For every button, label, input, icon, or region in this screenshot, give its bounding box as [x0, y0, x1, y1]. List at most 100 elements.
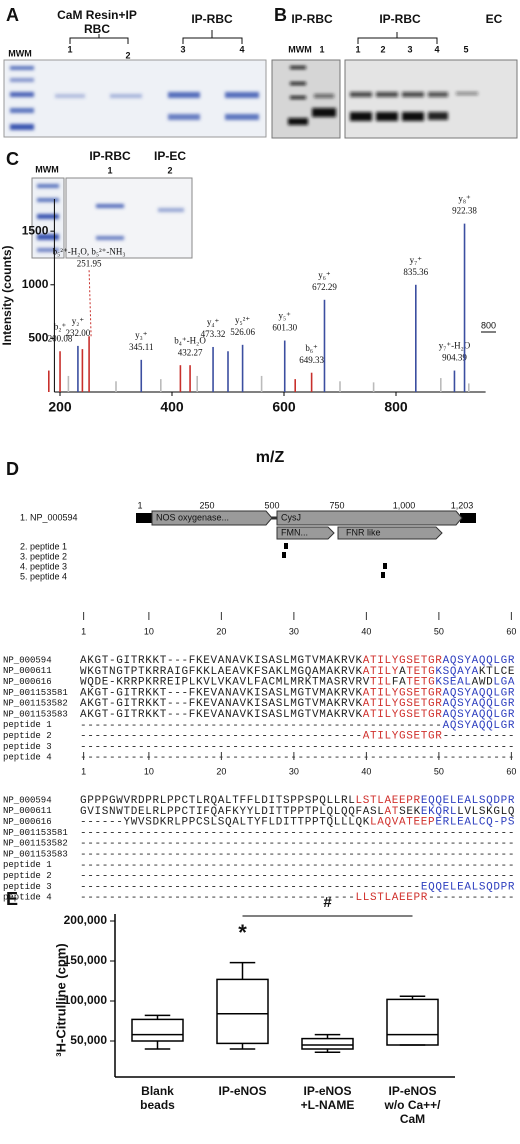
sequence-segment: --------------------------------------- [80, 731, 363, 743]
sequence-segment: ----------------------------------------… [80, 752, 515, 764]
x-tick-label: IP-eNOS [388, 1084, 436, 1098]
lane-label: 1 [355, 44, 360, 54]
peak-ion: y₆⁺ [318, 270, 331, 280]
sequence-segment: ATILYGSETGR [363, 655, 443, 667]
x-tick-label: 800 [384, 399, 408, 415]
sequence: ----------------------------------------… [80, 871, 515, 883]
peak-mz: 232.00 [66, 328, 91, 338]
panel-label: E [6, 889, 18, 909]
sequence-segment: ------------ [428, 892, 515, 904]
scale-label: 500 [264, 500, 279, 510]
ruler-label: 20 [216, 766, 226, 776]
box [216, 978, 269, 1045]
scale-label: 750 [329, 500, 344, 510]
lane-label: 1 [319, 44, 324, 54]
sequence: ----------------------------------------… [80, 838, 515, 850]
panel-label: C [6, 149, 19, 169]
sequence-name: NP_001153581 [3, 828, 68, 838]
sequence-segment: AKGT-GITRKKT---FKEVANAVKISASLMGTVMAKRVK [80, 698, 363, 710]
domain-label: NOS oxygenase... [156, 512, 229, 522]
peak-mz: 672.29 [312, 282, 337, 292]
sequence-name: NP_001153581 [3, 688, 68, 698]
sequence: ---------------------------------------A… [80, 731, 515, 743]
sequence-segment: EQQELEALSQDPR [421, 795, 515, 807]
sequence-segment: ----------------------------------------… [80, 741, 515, 753]
sequence-segment: GPPPGWVRDPRLPPCTLRQALTFFLDITSPPSPQLLRL [80, 795, 356, 807]
lane-header: EC [486, 12, 503, 26]
ruler-label: 1 [81, 766, 86, 776]
sequence-segment: AKGT-GITRKKT---FKEVANAVKISASLMGTVMAKRVK [80, 687, 363, 699]
sequence-name: NP_000616 [3, 677, 52, 687]
ruler-label: 30 [289, 766, 299, 776]
sequence-name: peptide 2 [3, 871, 52, 881]
sequence-name: NP_000611 [3, 666, 52, 676]
sequence: AKGT-GITRKKT---FKEVANAVKISASLMGTVMAKRVKA… [80, 698, 515, 710]
peak-ion: b₄⁺-H₂O [174, 335, 206, 345]
peak-ion: b₅²⁺-H₂O, b₅²⁺-NH₃ [53, 246, 126, 256]
ruler-label: 50 [434, 766, 444, 776]
x-tick-label: +L-NAME [301, 1098, 355, 1112]
sequence-segment: SEK [399, 806, 421, 818]
y-tick-label: 1500 [22, 223, 49, 237]
y-tick-label: 200,000 [64, 913, 108, 927]
y-tick-label: 100,000 [64, 993, 108, 1007]
sequence-segment: ----------------------------------------… [80, 871, 515, 883]
peak-mz: 432.27 [178, 347, 203, 357]
peak-mz: 922.38 [452, 206, 477, 216]
peak-ion: b₆⁺ [305, 343, 318, 353]
peak-mz: 345.11 [129, 342, 153, 352]
gel [271, 59, 518, 139]
lane-header: IP-RBC [291, 12, 333, 26]
peak-ion: y₇⁺-H₂O [439, 341, 471, 351]
y-tick-label: 500 [28, 331, 48, 345]
sequence-name: peptide 3 [3, 882, 52, 892]
sequence-name: peptide 2 [3, 731, 52, 741]
sequence-segment: AWD [472, 677, 494, 689]
sequence: AKGT-GITRKKT---FKEVANAVKISASLMGTVMAKRVKA… [80, 655, 515, 667]
sequence-segment: AQSYAQQLGR [443, 720, 516, 732]
box [301, 1037, 354, 1050]
inset-gel [31, 177, 193, 259]
sequence-segment: ATILY [363, 666, 399, 678]
peak-ion: y₇⁺ [410, 255, 423, 265]
lane-label: 2 [125, 50, 130, 60]
sequence: ----------------------------------------… [80, 741, 515, 753]
peak-mz: 649.33 [299, 355, 324, 365]
sequence-name: peptide 1 [3, 720, 52, 730]
ruler-label: 50 [434, 626, 444, 636]
sequence-segment: LSTLAEEPR [356, 795, 421, 807]
sequence-segment: ATILYGSETGR [363, 698, 443, 710]
sequence-segment: ATILYGSETGR [363, 731, 443, 743]
sequence-segment: AQSYAQQLGR [443, 698, 516, 710]
ruler-label: 60 [506, 626, 516, 636]
sequence-segment: AT [385, 806, 400, 818]
peak-ion: y₃⁺ [135, 330, 148, 340]
sequence-segment: ----------------------------------------… [80, 720, 443, 732]
annotation: * [238, 920, 247, 945]
sequence: ----------------------------------------… [80, 849, 515, 861]
sequence-segment: WQDE-KRRPKRREIPLKVLVKAVLFACMLMRKTMASRVRV [80, 677, 370, 689]
sequence-segment: KSQAYA [435, 666, 479, 678]
sequence-segment: ------YWVSDKRLPPCSLSQALTYFLDITTPPTQLLLQK [80, 817, 370, 829]
sequence-segment: LAQVATEEP [370, 817, 435, 829]
sequence: ------YWVSDKRLPPCSLSQALTYFLDITTPPTQLLLQK… [80, 817, 515, 829]
sequence: WQDE-KRRPKRREIPLKVLVKAVLFACMLMRKTMASRVRV… [80, 677, 515, 689]
marker-label: MWM [8, 48, 32, 58]
ruler-label: 40 [361, 766, 371, 776]
sequence: ----------------------------------------… [80, 752, 515, 764]
peptide-label: 5. peptide 4 [20, 571, 67, 581]
x-tick-label: IP-eNOS [218, 1084, 266, 1098]
bracket [69, 30, 243, 44]
x-axis-label: m/Z [256, 449, 285, 466]
sequence-name: NP_000594 [3, 795, 52, 805]
sequence-name: peptide 3 [3, 742, 52, 752]
sequence: GPPPGWVRDPRLPPCTLRQALTFFLDITSPPSPQLLRLLS… [80, 795, 515, 807]
sequence-segment: ----------------------------------------… [80, 838, 515, 850]
sequence: AKGT-GITRKKT---FKEVANAVKISASLMGTVMAKRVKA… [80, 687, 515, 699]
y-tick-label: 1000 [22, 277, 49, 291]
y-tick-label: 50,000 [70, 1033, 107, 1047]
sequence: ----------------------------------------… [80, 827, 515, 839]
sequence-segment: LEALCQ-PS [450, 817, 515, 829]
sequence-name: NP_001153583 [3, 709, 68, 719]
lane-header: IP-RBC [379, 12, 421, 26]
